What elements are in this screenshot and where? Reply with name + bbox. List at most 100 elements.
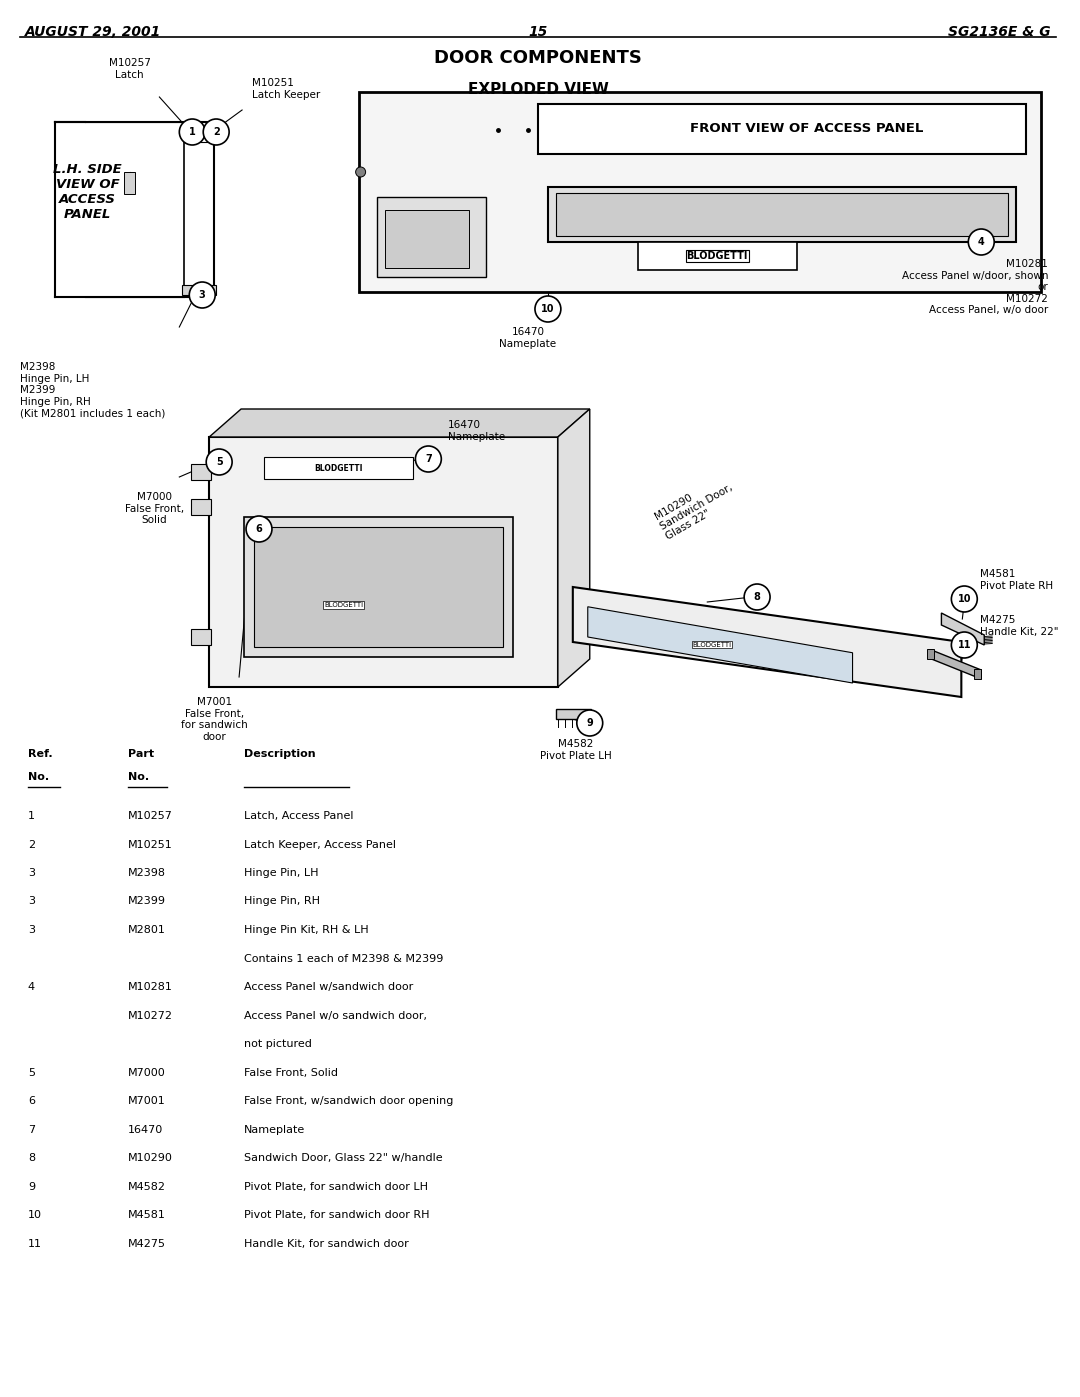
Bar xyxy=(556,710,591,719)
Bar xyxy=(191,629,212,645)
Text: FRONT VIEW OF ACCESS PANEL: FRONT VIEW OF ACCESS PANEL xyxy=(690,123,923,136)
Bar xyxy=(384,210,469,268)
Text: M10251: M10251 xyxy=(127,840,173,849)
Text: Nameplate: Nameplate xyxy=(244,1125,306,1134)
Text: SG2136E & G: SG2136E & G xyxy=(948,25,1051,39)
Text: 16470: 16470 xyxy=(127,1125,163,1134)
Text: M7000
False Front,
Solid: M7000 False Front, Solid xyxy=(125,492,184,525)
Text: 15: 15 xyxy=(528,25,548,39)
Text: Hinge Pin Kit, RH & LH: Hinge Pin Kit, RH & LH xyxy=(244,925,368,935)
Bar xyxy=(191,499,212,515)
Circle shape xyxy=(744,584,770,610)
Circle shape xyxy=(189,282,215,307)
Circle shape xyxy=(951,585,977,612)
Circle shape xyxy=(179,119,205,145)
Text: Handle Kit, for sandwich door: Handle Kit, for sandwich door xyxy=(244,1239,409,1249)
Bar xyxy=(974,669,982,679)
Bar xyxy=(254,527,503,647)
Text: Access Panel w/o sandwich door,: Access Panel w/o sandwich door, xyxy=(244,1010,427,1020)
Text: BLODGETTI: BLODGETTI xyxy=(324,602,363,608)
Text: 7: 7 xyxy=(426,454,432,464)
Bar xyxy=(183,285,216,295)
Text: L.H. SIDE
VIEW OF
ACCESS
PANEL: L.H. SIDE VIEW OF ACCESS PANEL xyxy=(53,163,122,221)
Text: 9: 9 xyxy=(586,718,593,728)
Text: Ref.: Ref. xyxy=(28,749,53,759)
Text: AUGUST 29, 2001: AUGUST 29, 2001 xyxy=(25,25,161,39)
Text: M4275
Handle Kit, 22": M4275 Handle Kit, 22" xyxy=(981,616,1058,637)
Text: M4582
Pivot Plate LH: M4582 Pivot Plate LH xyxy=(540,739,611,760)
Circle shape xyxy=(246,515,272,542)
Bar xyxy=(928,650,934,659)
Polygon shape xyxy=(942,613,984,645)
Text: 11: 11 xyxy=(28,1239,42,1249)
Circle shape xyxy=(416,446,442,472)
Text: 2: 2 xyxy=(28,840,35,849)
Text: EXPLODED VIEW: EXPLODED VIEW xyxy=(468,82,608,96)
Text: No.: No. xyxy=(28,773,49,782)
Text: 5: 5 xyxy=(216,457,222,467)
Text: M10257
Latch: M10257 Latch xyxy=(109,59,150,80)
Polygon shape xyxy=(931,650,982,679)
Text: Contains 1 each of M2398 & M2399: Contains 1 each of M2398 & M2399 xyxy=(244,954,444,964)
Text: M10272: M10272 xyxy=(127,1010,173,1020)
Text: Pivot Plate, for sandwich door LH: Pivot Plate, for sandwich door LH xyxy=(244,1182,428,1192)
Text: M7001: M7001 xyxy=(127,1097,165,1106)
Text: Sandwich Door, Glass 22" w/handle: Sandwich Door, Glass 22" w/handle xyxy=(244,1153,443,1162)
Text: Part: Part xyxy=(127,749,153,759)
Text: M10290
Sandwich Door,
Glass 22": M10290 Sandwich Door, Glass 22" xyxy=(652,472,740,542)
Bar xyxy=(244,517,513,657)
Bar xyxy=(186,127,199,141)
Text: M4581
Pivot Plate RH: M4581 Pivot Plate RH xyxy=(981,570,1053,591)
Circle shape xyxy=(951,631,977,658)
Text: M7001
False Front,
for sandwich
door: M7001 False Front, for sandwich door xyxy=(180,697,247,742)
Polygon shape xyxy=(572,587,961,697)
Text: 10: 10 xyxy=(541,305,555,314)
Circle shape xyxy=(535,296,561,321)
Text: False Front, w/sandwich door opening: False Front, w/sandwich door opening xyxy=(244,1097,454,1106)
Text: 4: 4 xyxy=(28,982,35,992)
Text: M4582: M4582 xyxy=(127,1182,165,1192)
Text: M2398: M2398 xyxy=(127,868,165,877)
Circle shape xyxy=(969,229,995,256)
Bar xyxy=(377,197,486,277)
Text: 7: 7 xyxy=(28,1125,35,1134)
Text: Description: Description xyxy=(244,749,315,759)
Text: M7000: M7000 xyxy=(127,1067,165,1077)
Circle shape xyxy=(355,168,366,177)
Text: M2801: M2801 xyxy=(127,925,165,935)
Polygon shape xyxy=(558,409,590,687)
Text: BLODGETTI: BLODGETTI xyxy=(692,641,731,648)
Text: 16470
Nameplate: 16470 Nameplate xyxy=(448,420,505,441)
Polygon shape xyxy=(588,606,852,683)
Text: M4581: M4581 xyxy=(127,1210,165,1220)
Bar xyxy=(548,187,1016,242)
Text: Latch, Access Panel: Latch, Access Panel xyxy=(244,812,353,821)
Text: Hinge Pin, LH: Hinge Pin, LH xyxy=(244,868,319,877)
Text: 11: 11 xyxy=(958,640,971,650)
Bar xyxy=(264,457,414,479)
Text: 4: 4 xyxy=(977,237,985,247)
Text: 16470
Nameplate: 16470 Nameplate xyxy=(499,327,556,349)
Text: M10290: M10290 xyxy=(127,1153,173,1162)
Text: M2398
Hinge Pin, LH
M2399
Hinge Pin, RH
(Kit M2801 includes 1 each): M2398 Hinge Pin, LH M2399 Hinge Pin, RH … xyxy=(19,362,165,418)
Text: 3: 3 xyxy=(28,868,35,877)
Text: 8: 8 xyxy=(754,592,760,602)
Text: 2: 2 xyxy=(213,127,219,137)
Polygon shape xyxy=(210,437,558,687)
Text: 3: 3 xyxy=(199,291,205,300)
Text: 3: 3 xyxy=(28,925,35,935)
Text: M4275: M4275 xyxy=(127,1239,165,1249)
Text: 3: 3 xyxy=(28,897,35,907)
Text: M10281: M10281 xyxy=(127,982,173,992)
Text: M10281
Access Panel w/door, shown
or
M10272
Access Panel, w/o door: M10281 Access Panel w/door, shown or M10… xyxy=(902,258,1048,316)
Text: Pivot Plate, for sandwich door RH: Pivot Plate, for sandwich door RH xyxy=(244,1210,430,1220)
Text: DOOR COMPONENTS: DOOR COMPONENTS xyxy=(434,49,642,67)
Text: False Front, Solid: False Front, Solid xyxy=(244,1067,338,1077)
Text: M2399: M2399 xyxy=(127,897,165,907)
Text: M10257: M10257 xyxy=(127,812,173,821)
Text: 1: 1 xyxy=(189,127,195,137)
Text: not pictured: not pictured xyxy=(244,1039,312,1049)
Bar xyxy=(123,172,135,194)
Text: 10: 10 xyxy=(28,1210,42,1220)
Text: 6: 6 xyxy=(28,1097,35,1106)
